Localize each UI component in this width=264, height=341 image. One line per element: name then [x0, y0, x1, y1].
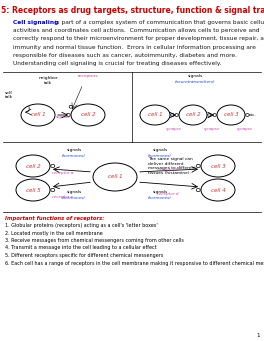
Text: 5. Different receptors specific for different chemical messengers: 5. Different receptors specific for diff… — [5, 253, 163, 258]
Text: Important functions of receptors:: Important functions of receptors: — [5, 216, 104, 221]
Text: 1. Globular proteins (receptors) acting as a cell's 'letter boxes': 1. Globular proteins (receptors) acting … — [5, 223, 158, 228]
Text: signals: signals — [66, 190, 82, 194]
Text: cell 1: cell 1 — [31, 113, 45, 118]
Text: synapse: synapse — [166, 127, 182, 131]
Text: 2. Located mostly in the cell membrane: 2. Located mostly in the cell membrane — [5, 231, 103, 236]
Text: self
talk: self talk — [5, 91, 13, 99]
Text: receptor c: receptor c — [53, 195, 73, 199]
Text: (neurotransmitters): (neurotransmitters) — [175, 80, 215, 84]
Text: signals: signals — [56, 115, 70, 119]
Text: cell 1: cell 1 — [148, 113, 162, 118]
Text: cell 4: cell 4 — [211, 188, 225, 193]
Text: Cell signaling: Cell signaling — [13, 20, 58, 25]
Text: 6. Each cell has a range of receptors in the cell membrane making it responsive : 6. Each cell has a range of receptors in… — [5, 261, 264, 266]
Text: receptors: receptors — [78, 74, 98, 78]
Text: receptor a: receptor a — [52, 171, 74, 175]
Text: cell 3: cell 3 — [224, 113, 238, 118]
Text: signals: signals — [152, 190, 168, 194]
Text: synapse: synapse — [204, 127, 220, 131]
Text: cell 5: cell 5 — [26, 188, 40, 193]
Text: Chaps 4 & 5: Receptors as drug targets, structure, function & signal transductio: Chaps 4 & 5: Receptors as drug targets, … — [0, 6, 264, 15]
Text: signals: signals — [152, 148, 168, 152]
Text: (hormones): (hormones) — [148, 196, 172, 200]
Text: cell 3: cell 3 — [211, 163, 225, 168]
Text: (hormones): (hormones) — [62, 154, 86, 158]
Text: Understanding cell signaling is crucial for treating diseases effectively.: Understanding cell signaling is crucial … — [13, 61, 221, 66]
Text: cell 2: cell 2 — [186, 113, 200, 118]
Text: correctly respond to their microenvironment for proper development, tissue repai: correctly respond to their microenvironm… — [13, 36, 264, 41]
Text: etc.: etc. — [249, 113, 257, 117]
Text: immunity and normal tissue function.  Errors in cellular information processing : immunity and normal tissue function. Err… — [13, 45, 256, 49]
Text: 4. Transmit a message into the cell leading to a cellular effect: 4. Transmit a message into the cell lead… — [5, 246, 157, 251]
Text: responsible for diseases such as cancer, autoimmunity, diabetes and more.: responsible for diseases such as cancer,… — [13, 53, 237, 58]
Text: neighbor
talk: neighbor talk — [38, 76, 58, 85]
Text: receptor b: receptor b — [157, 168, 179, 172]
Text: (hormones): (hormones) — [62, 196, 86, 200]
Text: The same signal can
deliver different
messages to different
tissues (histamine).: The same signal can deliver different me… — [148, 157, 196, 175]
Text: (hormones): (hormones) — [148, 154, 172, 158]
Text: cell 2: cell 2 — [26, 163, 40, 168]
Text: cell 2: cell 2 — [81, 113, 95, 118]
Text: synapse: synapse — [237, 127, 253, 131]
Text: 3. Receive messages from chemical messengers coming from other cells: 3. Receive messages from chemical messen… — [5, 238, 184, 243]
Text: 1: 1 — [257, 333, 260, 338]
Text: activities and coordinates cell actions.  Communication allows cells to perceive: activities and coordinates cell actions.… — [13, 28, 260, 33]
Text: is part of a complex system of communication that governs basic cellular: is part of a complex system of communica… — [53, 20, 264, 25]
Text: cell 1: cell 1 — [108, 175, 122, 179]
Text: signals: signals — [66, 148, 82, 152]
Text: receptor d: receptor d — [157, 192, 179, 196]
Text: signals: signals — [187, 74, 203, 78]
